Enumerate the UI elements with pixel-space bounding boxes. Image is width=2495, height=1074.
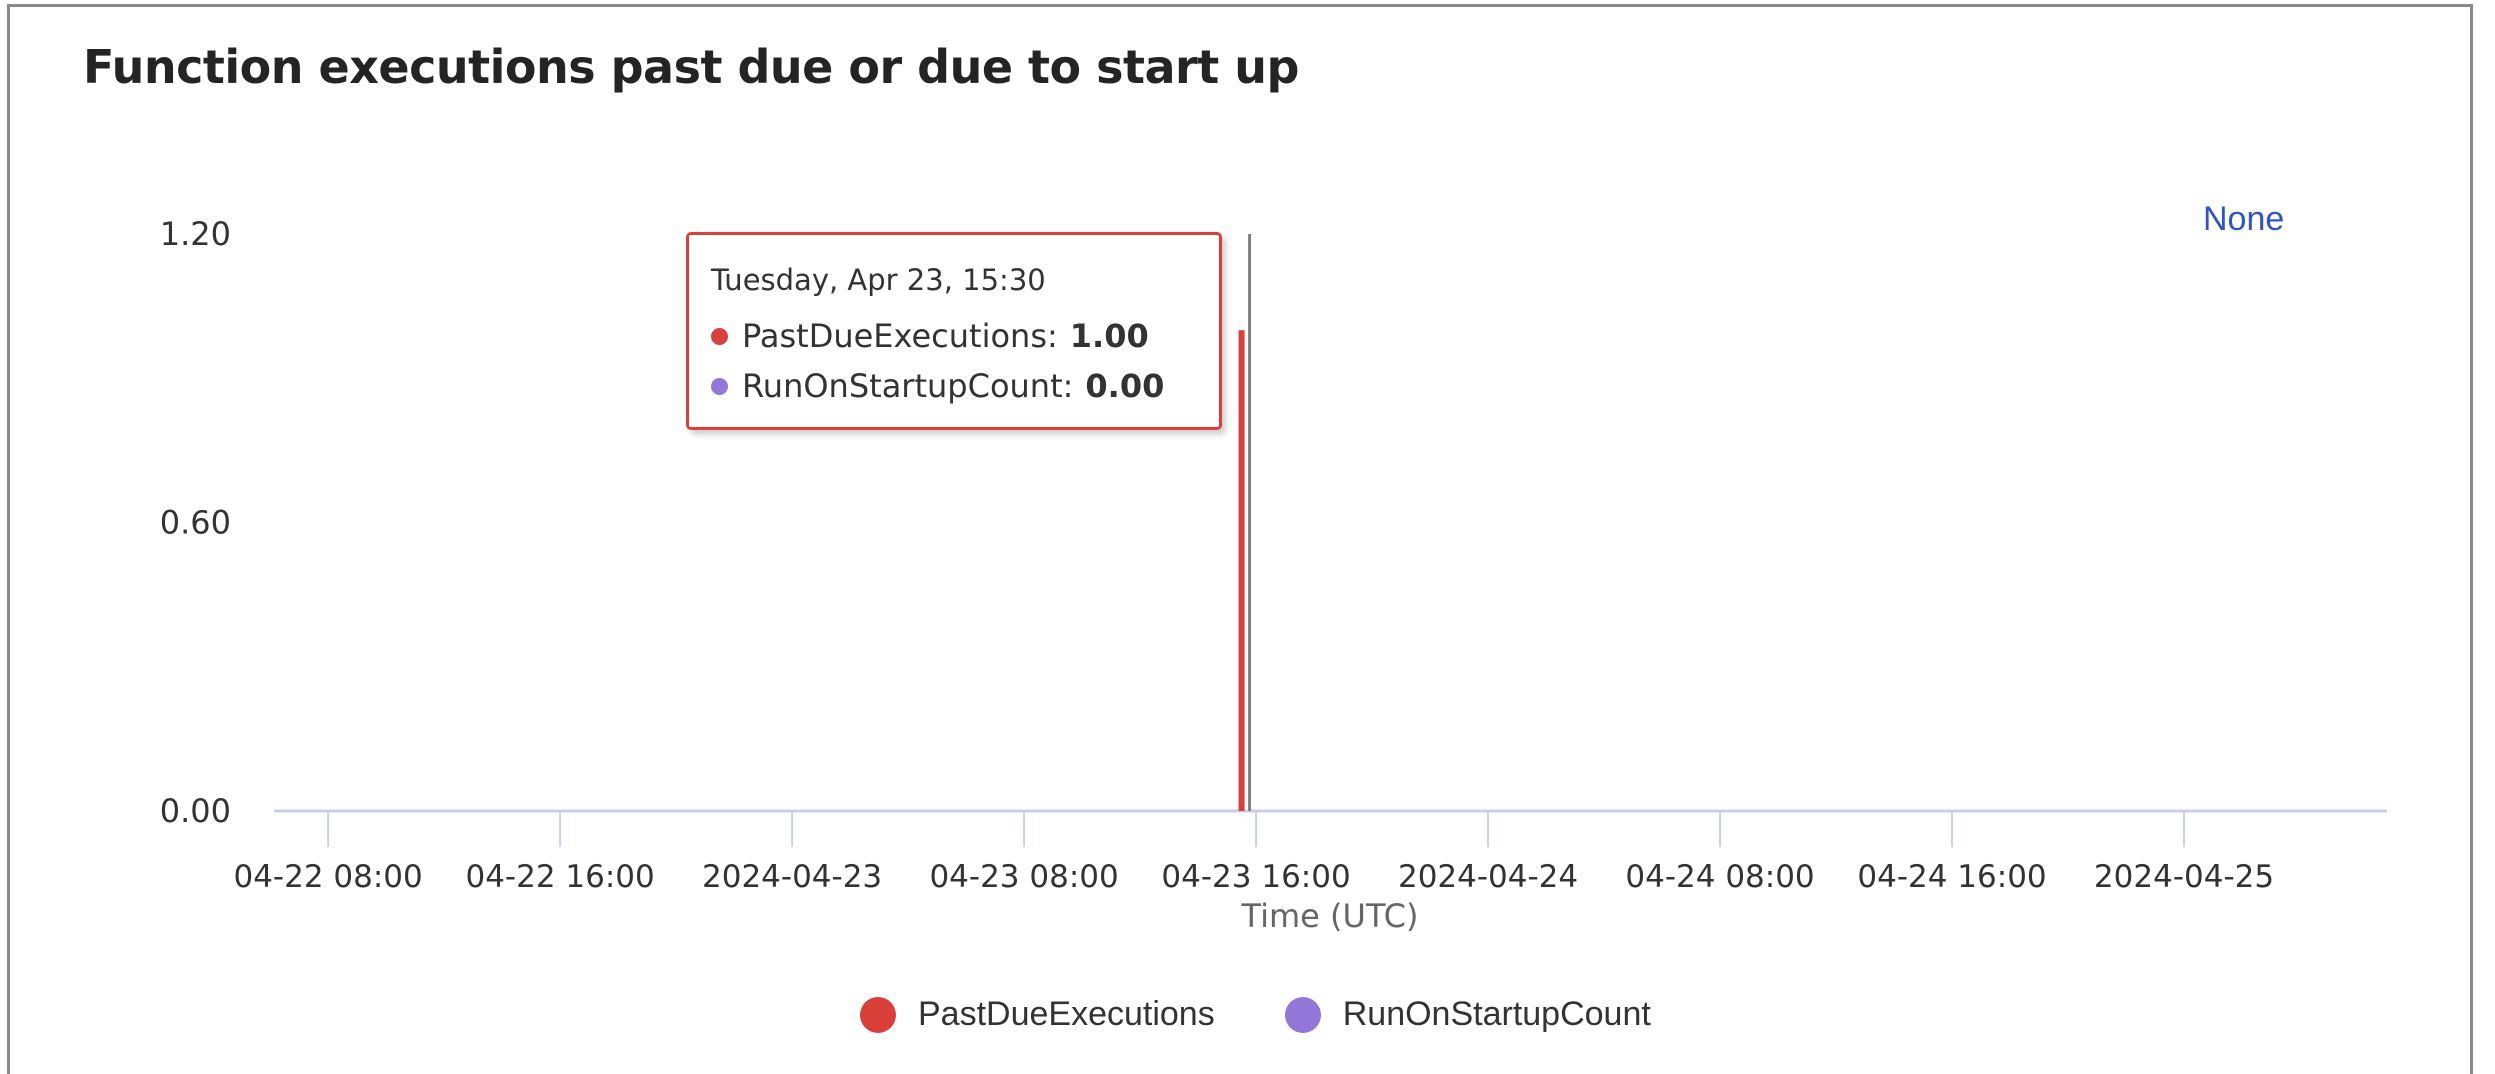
legend-dot-icon xyxy=(1284,996,1321,1033)
x-tick-label: 04-22 08:00 xyxy=(233,859,422,895)
tooltip-date: Tuesday, Apr 23, 15:30 xyxy=(711,263,1046,297)
x-tick-label: 2024-04-24 xyxy=(1398,859,1578,895)
none-link[interactable]: None xyxy=(2203,200,2285,238)
tooltip-row-runonstartup: RunOnStartupCount: 0.00 xyxy=(711,361,1219,411)
x-tick-label: 04-24 08:00 xyxy=(1625,859,1814,895)
x-tick-label: 04-22 16:00 xyxy=(465,859,654,895)
tooltip-row-pastdue: PastDueExecutions: 1.00 xyxy=(711,311,1219,361)
chart-panel xyxy=(7,4,2473,1074)
x-tick-label: 04-23 08:00 xyxy=(929,859,1118,895)
chart-title: Function executions past due or due to s… xyxy=(83,40,1299,94)
tooltip: Tuesday, Apr 23, 15:30 PastDueExecutions… xyxy=(686,232,1222,430)
bar-pastdueexecutions xyxy=(1238,330,1245,811)
x-tick-label: 2024-04-23 xyxy=(702,859,882,895)
y-tick-label: 0.60 xyxy=(160,504,231,542)
legend-label: RunOnStartupCount xyxy=(1342,995,1651,1033)
y-tick-label: 1.20 xyxy=(160,215,231,253)
legend-item-runonstartup[interactable]: RunOnStartupCount xyxy=(1284,995,1651,1034)
tooltip-label: PastDueExecutions: xyxy=(742,317,1058,355)
legend-item-pastdue[interactable]: PastDueExecutions xyxy=(860,995,1215,1034)
tooltip-value: 1.00 xyxy=(1069,317,1149,355)
x-tick-label: 04-23 16:00 xyxy=(1161,859,1350,895)
x-tick-label: 2024-04-25 xyxy=(2094,859,2274,895)
series-dot-icon xyxy=(711,327,728,345)
legend: PastDueExecutions RunOnStartupCount xyxy=(860,995,1721,1034)
series-dot-icon xyxy=(711,377,728,395)
tooltip-value: 0.00 xyxy=(1085,367,1165,405)
x-axis-title: Time (UTC) xyxy=(1241,897,1419,935)
y-tick-label: 0.00 xyxy=(160,792,231,830)
tooltip-label: RunOnStartupCount: xyxy=(742,367,1074,405)
x-tick-label: 04-24 16:00 xyxy=(1857,859,2046,895)
legend-dot-icon xyxy=(860,996,896,1033)
legend-label: PastDueExecutions xyxy=(918,995,1215,1033)
